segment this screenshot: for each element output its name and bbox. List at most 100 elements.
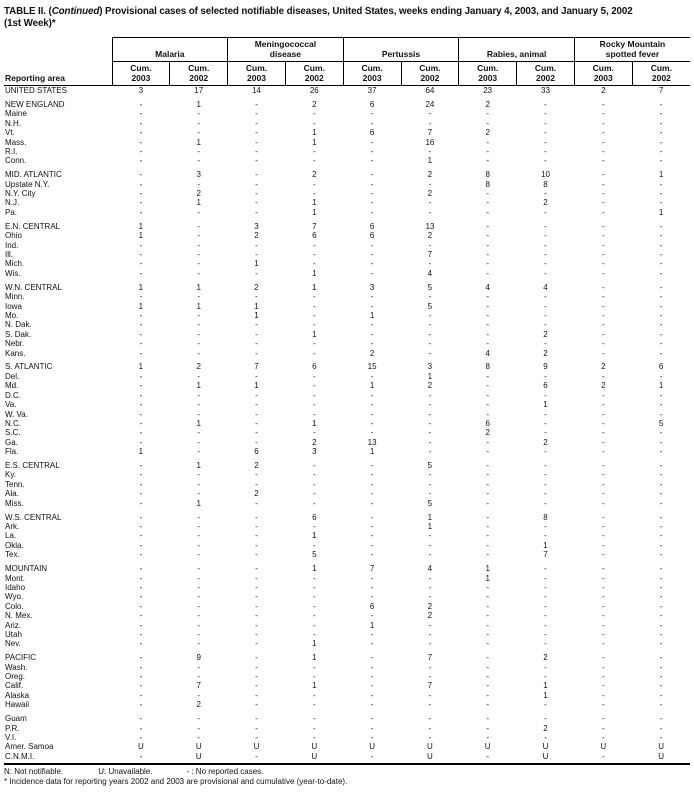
table-cell: - [312,250,316,259]
table-cell: - [486,489,490,499]
table-cell: 2 [427,611,433,621]
table-cell: - [139,339,143,349]
table-row: UNITED STATES 3 17 14 26 37 64 23 33 2 7 [4,86,690,96]
table-cell: - [544,498,547,508]
table-cell: 1 [312,329,317,339]
table-cell: - [197,662,201,672]
table-cell: - [486,601,490,611]
table-cell: - [139,179,143,189]
table-cell: - [312,489,316,499]
table-cell: - [312,690,316,700]
table-cell: 2 [485,428,490,438]
table-cell: - [139,461,143,471]
table-cell: - [197,540,201,550]
reporting-area-label: Miss. [5,498,24,508]
cumulative-year-header: Cum. 2002 [284,61,344,86]
table-cell: - [659,540,663,550]
table-cell: - [544,240,547,250]
table-cell: - [255,531,258,541]
table-cell: - [197,118,201,128]
table-cell: - [370,662,374,672]
table-cell: - [659,301,663,311]
table-cell: 23 [483,86,493,95]
table-cell: 1 [312,531,317,541]
table-cell: - [601,390,605,400]
table-cell: - [544,259,547,269]
table-cell: - [370,409,374,419]
table-cell: - [227,751,286,766]
table-cell: - [601,592,605,602]
table-cell: - [601,198,605,208]
table-cell: - [370,592,374,602]
table-cell: - [255,371,258,381]
table-cell: - [312,390,316,400]
table-row: R.I. - - - - - - - - - - [4,147,690,156]
table-cell: - [659,564,663,574]
table-cell: - [139,498,143,508]
table-cell: - [139,662,143,672]
table-cell: - [428,207,432,217]
table-cell: - [197,329,201,339]
table-cell: - [197,259,201,269]
table-cell: - [197,447,201,457]
cumulative-year-header: Cum. 2002 [169,61,228,86]
table-cell: 2 [196,362,201,372]
table-cell: - [601,301,605,311]
column-group-header: Meningococcal disease [227,37,344,62]
table-cell: - [659,371,663,381]
table-cell: - [601,231,605,241]
table-cell: - [197,470,201,480]
table-cell: - [197,231,201,241]
table-cell: 8 [485,170,490,180]
table-cell: 7 [312,221,317,231]
table-cell: - [486,620,490,630]
table-cell: - [544,221,547,231]
table-cell: - [659,489,663,499]
table-cell: 1 [312,198,317,208]
table-cell: - [197,512,201,522]
table-cell: - [601,400,605,410]
table-cell: - [601,550,605,560]
table-cell: 7 [196,681,201,691]
table-cell: - [197,310,201,320]
table-cell: - [544,390,547,400]
table-cell: 1 [369,310,375,320]
table-cell: - [544,268,547,278]
table-cell: - [139,128,143,138]
table-cell: - [312,498,316,508]
table-cell: - [659,470,663,480]
table-cell: - [370,250,374,259]
table-cell: 1 [485,573,490,583]
table-cell: - [312,428,316,438]
table-cell: 1 [485,564,490,574]
table-cell: - [370,461,374,471]
table-row: Ark. - - - - - 1 - - - - [4,522,690,531]
table-cell: - [370,690,374,700]
table-row: Pa. - - - 1 - - - - - 1 [4,208,690,217]
table-cell: - [370,137,374,147]
table-cell: U [427,742,433,752]
table-cell: - [601,461,605,471]
table-cell: - [312,662,316,672]
table-cell: 3 [427,362,433,372]
table-row: S.C. - - - - - - 2 - - - [4,428,690,437]
table-cell: 1 [369,381,375,391]
table-cell: - [659,282,663,292]
table-cell: 6 [312,231,317,241]
table-cell: 4 [485,282,490,292]
table-cell: - [312,259,316,269]
table-row: MID. ATLANTIC - 3 - 2 - 2 8 10 - 1 [4,166,690,180]
table-cell: - [601,128,605,138]
table-cell: - [659,390,663,400]
table-cell: - [370,390,374,400]
table-cell: - [601,259,605,269]
table-row: Minn. - - - - - - - - - - [4,292,690,301]
table-cell: - [544,339,547,349]
table-cell: - [139,531,143,541]
table-cell: 4 [427,564,433,574]
table-cell: - [139,146,143,156]
table-cell: - [197,437,201,447]
table-cell: - [428,531,432,541]
table-cell: 6 [369,231,375,241]
table-cell: - [486,231,490,241]
